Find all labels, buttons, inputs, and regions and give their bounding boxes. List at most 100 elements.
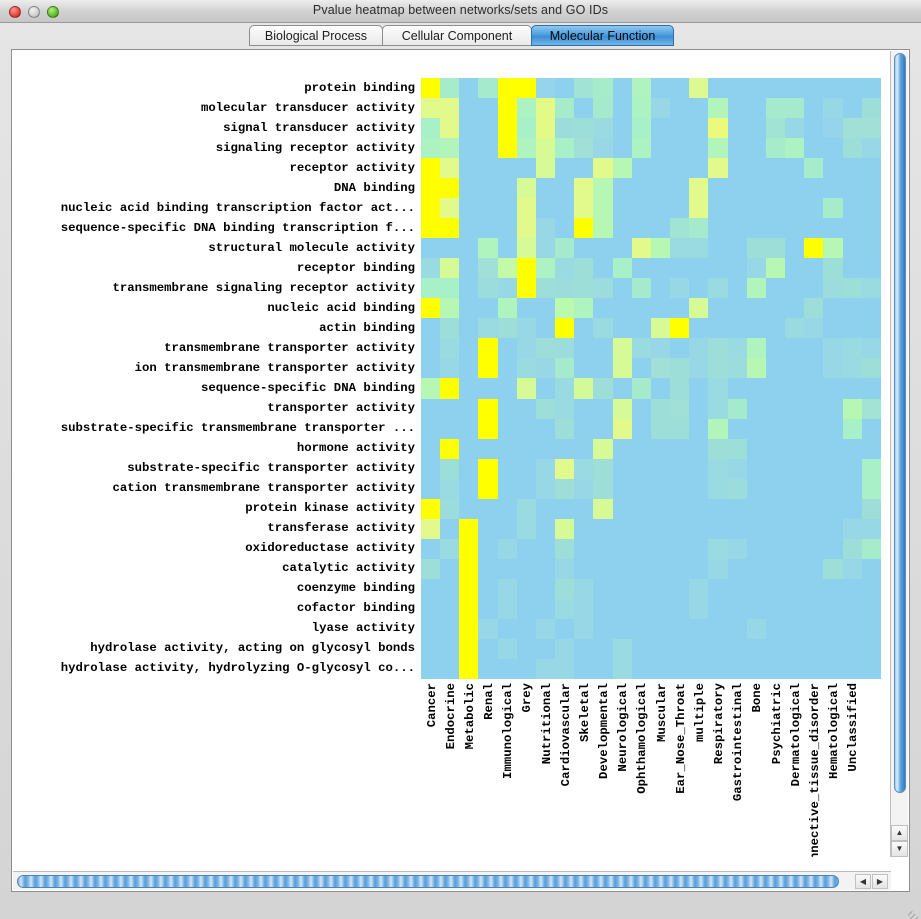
heatmap-cell[interactable] [650, 98, 671, 119]
heatmap-cell[interactable] [746, 398, 766, 419]
heatmap-cell[interactable] [497, 218, 517, 239]
scroll-right-arrow-icon[interactable]: ▶ [872, 874, 888, 889]
heatmap-cell[interactable] [804, 658, 824, 679]
heatmap-cell[interactable] [421, 298, 441, 319]
heatmap-cell[interactable] [861, 498, 881, 519]
heatmap-cell[interactable] [535, 578, 556, 599]
heatmap-cell[interactable] [823, 498, 843, 519]
heatmap-cell[interactable] [535, 598, 556, 619]
heatmap-cell[interactable] [459, 138, 479, 159]
heatmap-cell[interactable] [459, 198, 479, 219]
heatmap-cell[interactable] [535, 518, 556, 539]
heatmap-cell[interactable] [555, 438, 575, 459]
heatmap-cell[interactable] [861, 378, 881, 399]
heatmap-cell[interactable] [612, 358, 632, 379]
heatmap-cell[interactable] [574, 78, 594, 99]
heatmap-cell[interactable] [497, 478, 517, 499]
heatmap-cell[interactable] [516, 358, 536, 379]
heatmap-cell[interactable] [631, 138, 651, 159]
heatmap-cell[interactable] [804, 478, 824, 499]
heatmap-cell[interactable] [593, 478, 613, 499]
heatmap-cell[interactable] [708, 538, 728, 559]
heatmap-cell[interactable] [689, 78, 709, 99]
heatmap-cell[interactable] [708, 378, 728, 399]
heatmap-cell[interactable] [746, 158, 766, 179]
heatmap-cell[interactable] [440, 218, 460, 239]
heatmap-cell[interactable] [670, 658, 690, 679]
heatmap-cell[interactable] [823, 618, 843, 639]
heatmap-cell[interactable] [650, 178, 671, 199]
heatmap-cell[interactable] [421, 458, 441, 479]
heatmap-cell[interactable] [689, 138, 709, 159]
heatmap-cell[interactable] [861, 158, 881, 179]
heatmap-cell[interactable] [593, 158, 613, 179]
heatmap-cell[interactable] [861, 618, 881, 639]
heatmap-cell[interactable] [593, 598, 613, 619]
heatmap-cell[interactable] [516, 598, 536, 619]
heatmap-cell[interactable] [842, 278, 862, 299]
heatmap-cell[interactable] [746, 598, 766, 619]
heatmap-cell[interactable] [689, 318, 709, 339]
heatmap-cell[interactable] [593, 298, 613, 319]
heatmap-cell[interactable] [842, 618, 862, 639]
heatmap-cell[interactable] [842, 378, 862, 399]
heatmap-cell[interactable] [555, 178, 575, 199]
heatmap-cell[interactable] [708, 558, 728, 579]
heatmap-cell[interactable] [785, 418, 805, 439]
heatmap-cell[interactable] [823, 398, 843, 419]
heatmap-cell[interactable] [804, 498, 824, 519]
heatmap-cell[interactable] [497, 238, 517, 259]
heatmap-cell[interactable] [555, 358, 575, 379]
heatmap-cell[interactable] [440, 658, 460, 679]
heatmap-cell[interactable] [478, 398, 498, 419]
heatmap-cell[interactable] [516, 638, 536, 659]
heatmap-cell[interactable] [670, 458, 690, 479]
heatmap-cell[interactable] [842, 498, 862, 519]
heatmap-cell[interactable] [555, 158, 575, 179]
heatmap-cell[interactable] [631, 258, 651, 279]
heatmap-cell[interactable] [804, 198, 824, 219]
heatmap-cell[interactable] [804, 238, 824, 259]
heatmap-cell[interactable] [804, 358, 824, 379]
vertical-scrollbar[interactable]: ▲ ▼ [890, 51, 908, 857]
heatmap-cell[interactable] [708, 658, 728, 679]
heatmap-cell[interactable] [670, 558, 690, 579]
heatmap-cell[interactable] [631, 358, 651, 379]
heatmap-cell[interactable] [689, 158, 709, 179]
heatmap-cell[interactable] [727, 318, 747, 339]
heatmap-cell[interactable] [497, 398, 517, 419]
heatmap-cell[interactable] [785, 538, 805, 559]
heatmap-cell[interactable] [478, 178, 498, 199]
heatmap-cell[interactable] [497, 78, 517, 99]
heatmap-cell[interactable] [650, 258, 671, 279]
heatmap-cell[interactable] [421, 418, 441, 439]
heatmap-cell[interactable] [574, 158, 594, 179]
heatmap-cell[interactable] [631, 338, 651, 359]
heatmap-cell[interactable] [861, 438, 881, 459]
heatmap-cell[interactable] [746, 518, 766, 539]
heatmap-cell[interactable] [612, 378, 632, 399]
heatmap-cell[interactable] [861, 458, 881, 479]
heatmap-cell[interactable] [535, 118, 556, 139]
heatmap-cell[interactable] [593, 78, 613, 99]
heatmap-cell[interactable] [727, 278, 747, 299]
heatmap-cell[interactable] [823, 138, 843, 159]
heatmap-cell[interactable] [440, 318, 460, 339]
heatmap-cell[interactable] [689, 658, 709, 679]
heatmap-cell[interactable] [535, 138, 556, 159]
heatmap-cell[interactable] [670, 358, 690, 379]
heatmap-cell[interactable] [842, 158, 862, 179]
heatmap-cell[interactable] [459, 98, 479, 119]
heatmap-cell[interactable] [823, 258, 843, 279]
heatmap-cell[interactable] [497, 278, 517, 299]
heatmap-cell[interactable] [631, 78, 651, 99]
heatmap-cell[interactable] [650, 438, 671, 459]
heatmap-cell[interactable] [421, 118, 441, 139]
heatmap-cell[interactable] [593, 218, 613, 239]
heatmap-cell[interactable] [535, 538, 556, 559]
heatmap-cell[interactable] [785, 238, 805, 259]
heatmap-cell[interactable] [516, 398, 536, 419]
heatmap-cell[interactable] [823, 578, 843, 599]
heatmap-cell[interactable] [459, 238, 479, 259]
heatmap-cell[interactable] [497, 318, 517, 339]
